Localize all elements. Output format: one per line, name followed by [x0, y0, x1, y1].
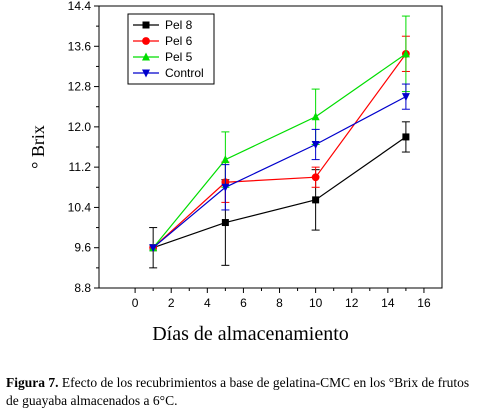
x-tick-label: 2	[168, 296, 175, 310]
legend-marker	[142, 69, 150, 78]
x-tick-label: 0	[132, 296, 139, 310]
legend-label: Pel 8	[165, 18, 193, 32]
data-point	[311, 140, 320, 149]
caption-label: Figura 7.	[6, 375, 59, 390]
legend-box	[127, 13, 215, 85]
x-tick-label: 16	[417, 296, 431, 310]
data-point	[311, 112, 320, 121]
x-axis-label: Días de almacenamiento	[152, 323, 349, 345]
x-tick-label: 14	[381, 296, 395, 310]
legend-label: Pel 6	[165, 34, 193, 48]
x-tick-label: 6	[240, 296, 247, 310]
y-axis-label: ° Brix	[28, 125, 48, 169]
legend-marker	[142, 21, 150, 29]
y-tick-label: 12.0	[68, 120, 92, 134]
data-point	[149, 244, 158, 253]
data-point	[221, 155, 230, 164]
y-tick-label: 14.4	[68, 0, 92, 13]
x-tick-label: 8	[276, 296, 283, 310]
legend-marker	[142, 37, 150, 45]
y-tick-label: 12.8	[68, 80, 92, 94]
series-pel-8	[149, 121, 410, 269]
legend-label: Pel 5	[165, 50, 193, 64]
legend: Pel 8 Pel 6 Pel 5 Control	[127, 13, 215, 85]
legend-marker	[142, 52, 150, 61]
chart: 0 2 4 6 8 10 12 14 16 8.8 9.6 10.4 11.2 12.0 12.8 13.6 1…	[28, 0, 443, 345]
data-point	[221, 219, 229, 227]
series-line	[152, 53, 407, 249]
series-line	[152, 53, 407, 249]
x-tick-label: 4	[204, 296, 211, 310]
y-tick-label: 9.6	[74, 241, 91, 255]
x-tick-label: 10	[309, 296, 323, 310]
data-point	[221, 183, 230, 192]
figure-caption: Figura 7. Efecto de los recubrimientos a…	[6, 374, 476, 410]
y-tick-label: 13.6	[68, 39, 92, 53]
series-control	[149, 83, 410, 253]
data-point	[311, 173, 320, 182]
series-line	[152, 136, 407, 249]
y-tick-label: 8.8	[74, 281, 91, 295]
data-point	[312, 196, 320, 204]
data-point	[402, 133, 410, 141]
data-point	[401, 49, 410, 58]
x-tick-label: 12	[345, 296, 359, 310]
series-line	[152, 96, 407, 249]
y-tick-label: 11.2	[69, 160, 92, 174]
y-tick-label: 10.4	[68, 200, 92, 214]
legend-label: Control	[165, 66, 204, 80]
caption-text: Efecto de los recubrimientos a base de g…	[6, 375, 470, 408]
data-point	[401, 93, 410, 102]
